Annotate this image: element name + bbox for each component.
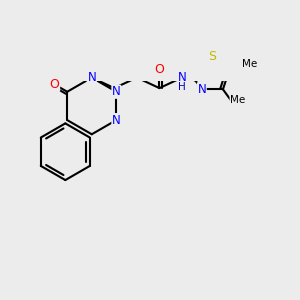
Text: S: S [208, 50, 216, 63]
Text: O: O [154, 63, 164, 76]
Text: O: O [50, 78, 60, 91]
Text: N: N [197, 83, 206, 96]
Text: H: H [178, 82, 186, 92]
Text: N: N [112, 85, 121, 98]
Text: N: N [112, 114, 121, 127]
Text: N: N [178, 71, 186, 84]
Text: Me: Me [242, 59, 257, 69]
Text: N: N [87, 71, 96, 84]
Text: Me: Me [230, 95, 245, 105]
